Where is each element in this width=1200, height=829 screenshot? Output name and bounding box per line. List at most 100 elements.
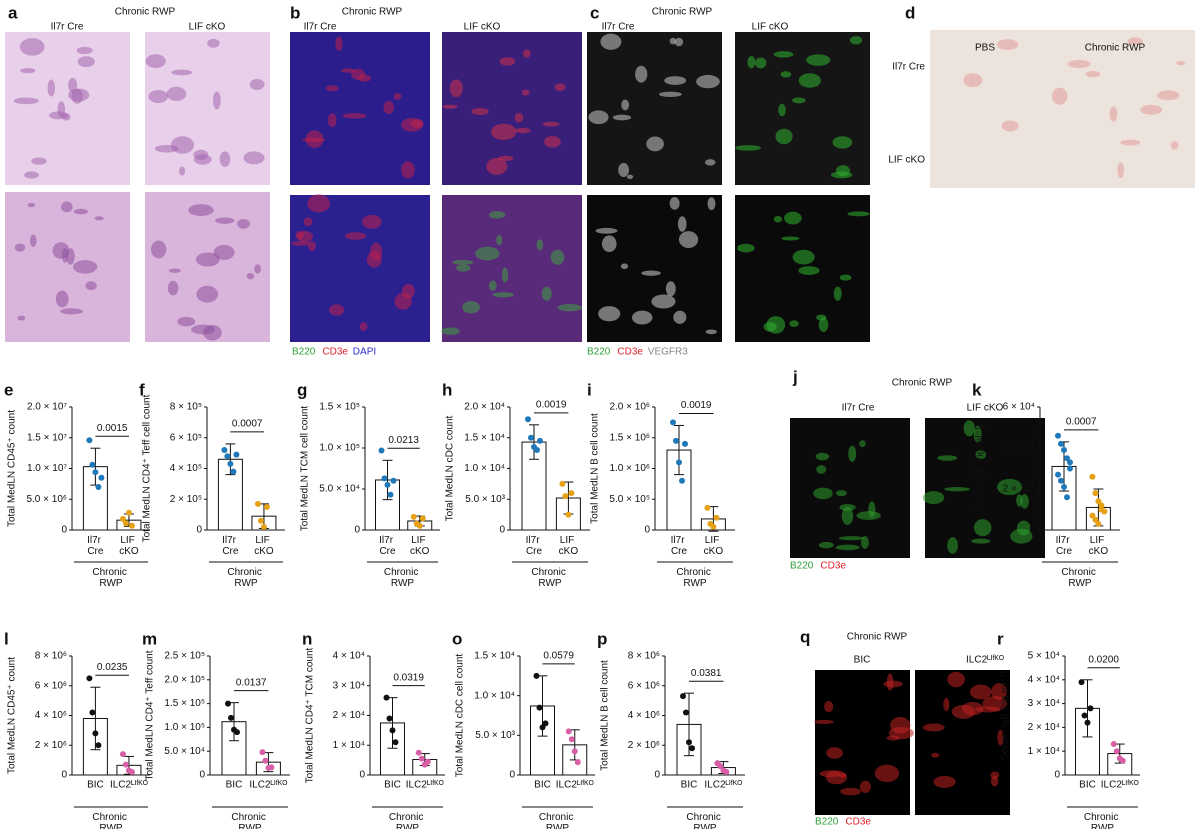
tissue-feature <box>329 304 345 316</box>
tissue-feature <box>973 425 982 443</box>
y-axis-label: Serum IgE (ng ml⁻¹) <box>975 424 986 514</box>
panel-label: PBS <box>975 43 995 54</box>
x-tick-label: LIF cKO <box>410 535 430 557</box>
data-point <box>1058 477 1064 484</box>
y-tick-label: 0 <box>499 525 505 536</box>
tissue-feature <box>669 37 677 45</box>
data-point <box>525 416 531 423</box>
tissue-feature <box>1067 59 1091 69</box>
y-tick-label: 2.0 × 10⁶ <box>609 402 650 413</box>
tissue-feature <box>342 113 367 119</box>
tissue-feature <box>31 157 47 165</box>
tissue-feature <box>973 519 992 537</box>
data-point <box>392 739 399 746</box>
tissue-feature <box>358 74 372 82</box>
tissue-feature <box>521 89 530 96</box>
tissue-feature <box>840 787 862 796</box>
panel-letter: b <box>290 3 300 22</box>
tissue-feature <box>341 68 356 73</box>
group-label: Chronic RWP <box>539 812 576 829</box>
tissue-feature <box>856 511 881 521</box>
tissue-feature <box>674 37 684 47</box>
tissue-feature <box>848 445 857 462</box>
tissue-feature <box>177 316 196 327</box>
data-point <box>418 755 425 762</box>
x-tick-label: ILC2ᴸᴵᶠᴷᴼ <box>1101 780 1139 791</box>
legend-entry: VEGFR3 <box>648 347 688 358</box>
panel-letter: p <box>597 629 607 648</box>
data-point <box>679 477 685 484</box>
y-axis-label: Serum IgE (ng ml⁻¹) <box>1000 671 1011 761</box>
y-tick-label: 0 <box>359 770 365 781</box>
tissue-feature <box>514 112 524 123</box>
legend-entry: DAPI <box>353 347 376 358</box>
tissue-feature <box>393 92 402 100</box>
data-point <box>1081 712 1088 719</box>
data-point <box>723 769 730 776</box>
tissue-feature <box>383 101 395 114</box>
tissue-feature <box>1010 528 1033 544</box>
data-point <box>262 757 269 764</box>
tissue-feature <box>922 723 945 732</box>
micrograph <box>735 32 870 185</box>
tissue-feature <box>212 91 221 110</box>
tissue-feature <box>246 273 255 280</box>
data-point <box>686 739 692 746</box>
tissue-feature <box>937 455 958 461</box>
row-label: LIF cKO <box>888 155 925 166</box>
data-point <box>119 515 126 522</box>
tissue-feature <box>816 465 827 474</box>
tissue-feature <box>600 33 622 50</box>
data-point <box>571 748 578 755</box>
x-tick-label: BIC <box>681 780 698 791</box>
tissue-feature <box>813 487 833 500</box>
tissue-feature <box>501 267 509 283</box>
tissue-feature <box>327 113 337 128</box>
tissue-feature <box>544 136 561 148</box>
tissue-feature <box>52 242 70 259</box>
y-tick-label: 5.0 × 10⁵ <box>609 494 650 505</box>
tissue-feature <box>76 46 93 55</box>
tissue-feature <box>707 197 716 211</box>
panel-title: Chronic RWP <box>342 7 403 18</box>
x-tick-label: ILC2ᴸᴵᶠᴷᴼ <box>406 780 444 791</box>
panel-label: LIF cKO <box>464 22 501 33</box>
data-point <box>1061 447 1067 454</box>
y-tick-label: 1.0 × 10⁴ <box>474 690 515 701</box>
tissue-feature <box>171 69 193 76</box>
data-point <box>92 730 99 737</box>
legend-entry: B220 <box>292 347 316 358</box>
tissue-feature <box>677 216 687 232</box>
tissue-feature <box>773 51 794 58</box>
group-label: Chronic RWP <box>686 812 723 829</box>
micrograph <box>5 192 130 342</box>
tissue-feature <box>550 249 565 265</box>
panel-letter: e <box>4 380 13 399</box>
tissue-feature <box>849 36 863 45</box>
data-point <box>1089 512 1096 519</box>
tissue-feature <box>839 274 852 281</box>
tissue-feature <box>215 217 235 224</box>
panel-letter: h <box>442 380 452 399</box>
y-tick-label: 6 × 10⁵ <box>170 432 202 443</box>
y-tick-label: 2.5 × 10⁵ <box>164 651 205 662</box>
tissue-feature <box>449 79 463 98</box>
y-tick-label: 4 × 10⁶ <box>35 710 67 721</box>
tissue-feature <box>737 243 755 253</box>
tissue-feature <box>665 281 676 297</box>
data-point <box>704 504 711 511</box>
tissue-feature <box>773 215 783 223</box>
tissue-feature <box>303 217 313 227</box>
tissue-feature <box>326 85 339 92</box>
y-tick-label: 2 × 10⁶ <box>628 740 660 751</box>
y-tick-label: 0 <box>1029 525 1035 536</box>
tissue-feature <box>196 285 219 303</box>
y-tick-label: 1 × 10⁴ <box>1028 746 1060 757</box>
tissue-feature <box>982 696 1008 711</box>
tissue-feature <box>792 249 815 265</box>
data-point <box>1064 455 1070 462</box>
tissue-feature <box>167 280 179 296</box>
data-point <box>676 459 682 466</box>
tissue-feature <box>456 264 471 272</box>
micrograph <box>145 192 270 342</box>
